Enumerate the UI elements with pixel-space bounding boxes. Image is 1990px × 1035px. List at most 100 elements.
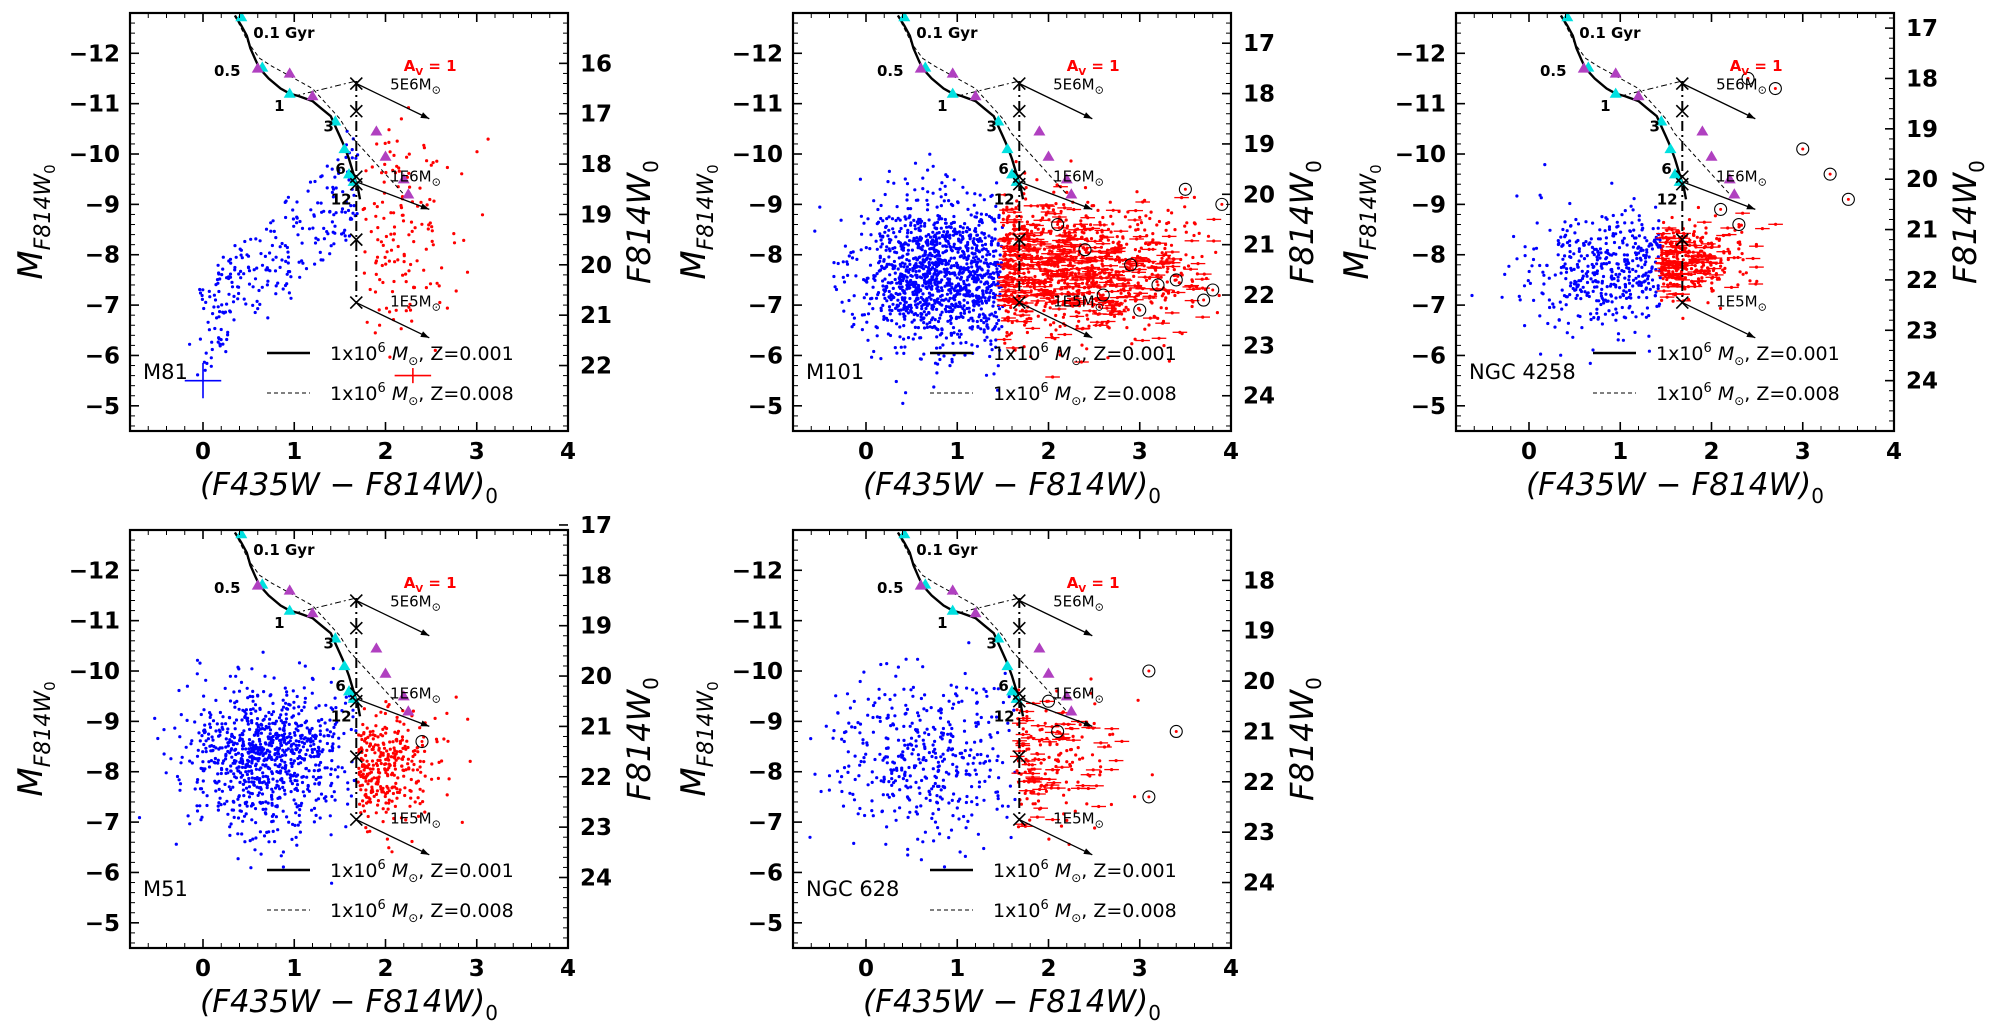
- red-point: [1693, 224, 1696, 227]
- red-point: [1090, 281, 1093, 284]
- blue-point: [1579, 297, 1582, 300]
- mass-label: 5E6M⊙: [1053, 76, 1104, 97]
- blue-point: [911, 249, 914, 252]
- blue-point: [897, 309, 900, 312]
- red-point: [1091, 270, 1094, 273]
- blue-point: [986, 272, 989, 275]
- blue-point: [251, 690, 254, 693]
- blue-point: [975, 263, 978, 266]
- blue-point: [1528, 270, 1531, 273]
- red-point: [1014, 268, 1017, 271]
- blue-point: [1628, 229, 1631, 232]
- blue-point: [1634, 277, 1637, 280]
- blue-point: [1600, 295, 1603, 298]
- blue-point: [1643, 263, 1646, 266]
- blue-point: [1617, 279, 1620, 282]
- y-tick-label: −10: [69, 142, 120, 168]
- blue-point: [247, 266, 250, 269]
- red-point: [1017, 257, 1020, 260]
- blue-point: [1622, 270, 1625, 273]
- blue-point: [989, 339, 992, 342]
- blue-point: [281, 786, 284, 789]
- red-point: [1062, 240, 1065, 243]
- blue-point: [935, 335, 938, 338]
- red-point: [1136, 223, 1139, 226]
- x-tick-label: 2: [1040, 439, 1056, 465]
- blue-point: [295, 216, 298, 219]
- red-point: [1030, 255, 1033, 258]
- blue-point: [971, 247, 974, 250]
- blue-point: [902, 306, 905, 309]
- blue-point: [919, 225, 922, 228]
- red-point: [1031, 215, 1034, 218]
- mass-label: 1E5M⊙: [1053, 293, 1104, 314]
- blue-point: [1532, 258, 1535, 261]
- blue-point: [907, 336, 910, 339]
- blue-point: [1614, 285, 1617, 288]
- blue-point: [1592, 271, 1595, 274]
- red-point: [430, 164, 433, 167]
- blue-point: [898, 312, 901, 315]
- red-point: [475, 150, 478, 153]
- red-point: [1030, 289, 1033, 292]
- blue-point: [999, 253, 1002, 256]
- blue-point: [980, 274, 983, 277]
- blue-point: [977, 304, 980, 307]
- red-point: [378, 308, 381, 311]
- age-label: 0.1 Gyr: [253, 24, 315, 42]
- blue-point: [958, 336, 961, 339]
- blue-point: [925, 257, 928, 260]
- red-point: [1060, 210, 1063, 213]
- blue-point: [1573, 231, 1576, 234]
- red-point: [1083, 286, 1086, 289]
- blue-point: [985, 253, 988, 256]
- blue-point: [1515, 194, 1518, 197]
- blue-point: [878, 260, 881, 263]
- blue-point: [1584, 220, 1587, 223]
- blue-point: [1572, 252, 1575, 255]
- blue-point: [943, 268, 946, 271]
- red-point: [431, 240, 434, 243]
- extinction-arrow: [1682, 182, 1755, 210]
- red-point: [1071, 277, 1074, 280]
- red-point: [1137, 284, 1140, 287]
- red-point: [1005, 331, 1008, 334]
- blue-point: [293, 772, 296, 775]
- blue-point: [903, 318, 906, 321]
- blue-point: [929, 258, 932, 261]
- blue-point: [915, 258, 918, 261]
- blue-point: [835, 288, 838, 291]
- blue-point: [918, 269, 921, 272]
- plot-frame: [130, 13, 568, 431]
- blue-point: [1552, 306, 1555, 309]
- blue-point: [934, 235, 937, 238]
- red-point: [1673, 273, 1676, 276]
- red-point: [1714, 214, 1717, 217]
- blue-point: [1569, 250, 1572, 253]
- blue-point: [217, 290, 220, 293]
- blue-point: [936, 297, 939, 300]
- blue-point: [945, 336, 948, 339]
- red-point: [410, 320, 413, 323]
- blue-point: [987, 269, 990, 272]
- blue-point: [1565, 271, 1568, 274]
- red-point: [1052, 321, 1055, 324]
- blue-point: [967, 247, 970, 250]
- blue-point: [953, 243, 956, 246]
- blue-point: [1623, 258, 1626, 261]
- red-point: [409, 263, 412, 266]
- blue-point: [926, 169, 929, 172]
- blue-point: [940, 195, 943, 198]
- right-tick-label: 23: [1906, 318, 1938, 344]
- red-point: [1126, 210, 1129, 213]
- right-tick-label: 20: [1243, 182, 1275, 208]
- age-marker-z0008: [284, 67, 296, 77]
- blue-point: [216, 278, 219, 281]
- red-point: [460, 172, 463, 175]
- y-tick-label: −9: [748, 192, 783, 218]
- blue-point: [967, 293, 970, 296]
- red-point: [1160, 306, 1163, 309]
- blue-point: [943, 285, 946, 288]
- blue-point: [865, 321, 868, 324]
- blue-point: [331, 220, 334, 223]
